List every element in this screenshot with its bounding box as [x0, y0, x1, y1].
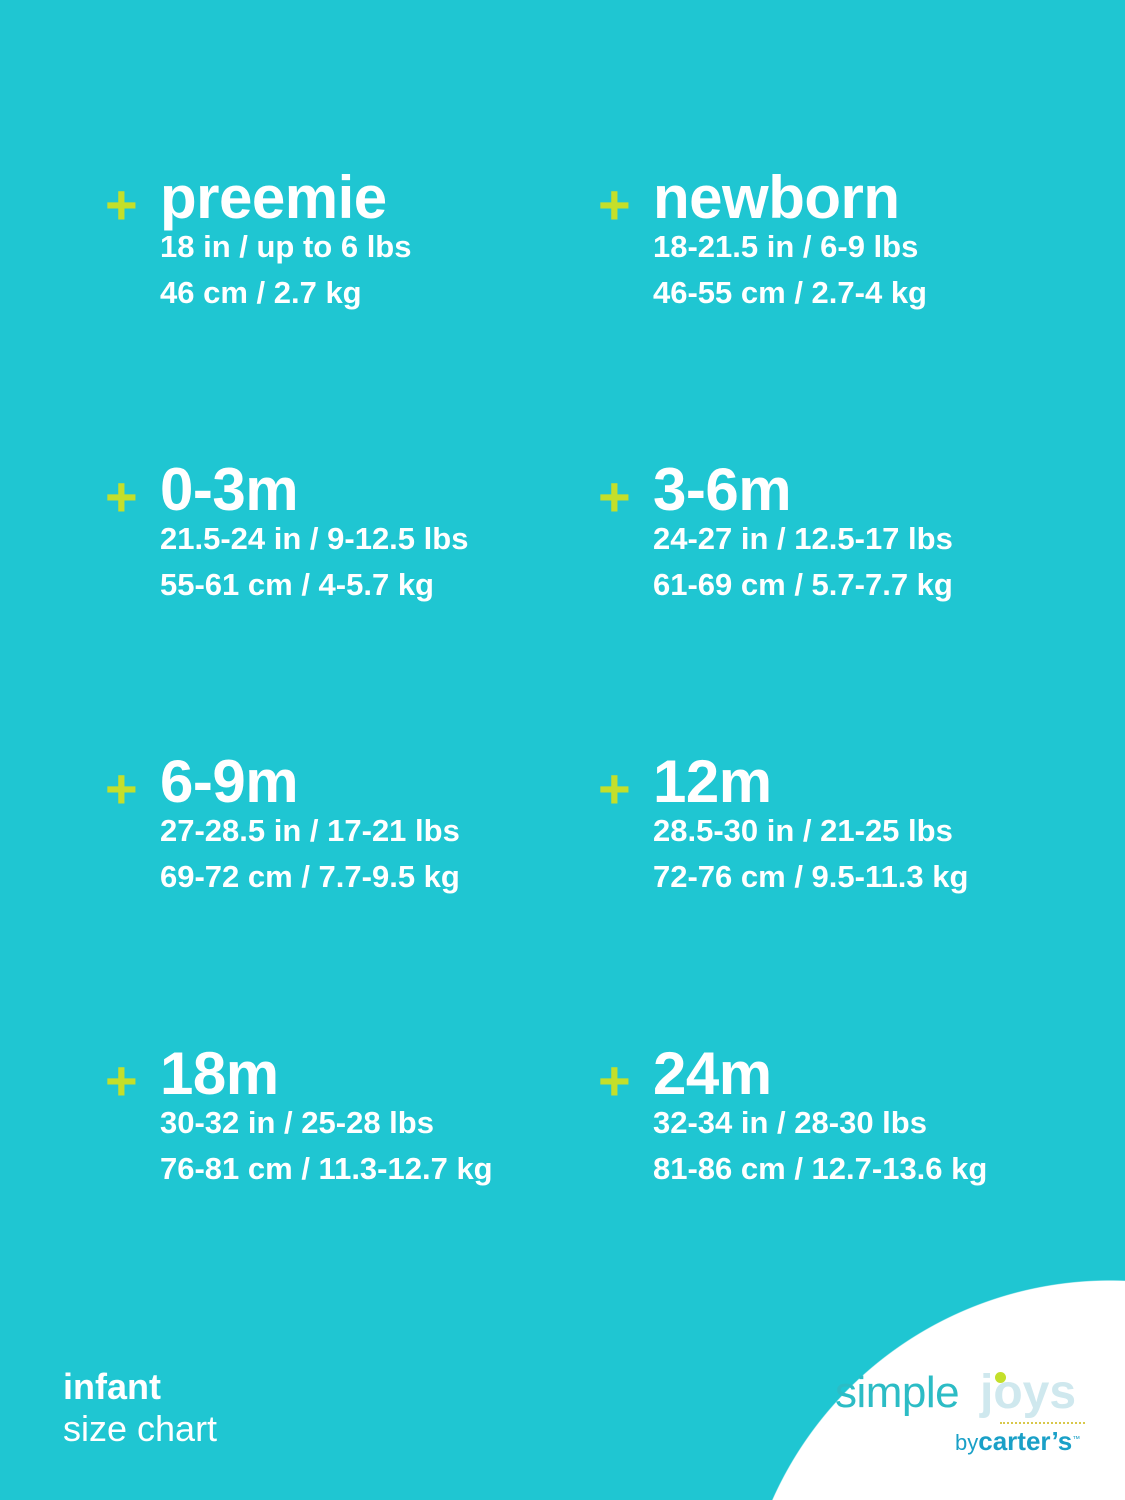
caption-infant: infant [63, 1366, 161, 1407]
size-name: 3-6m [653, 456, 792, 523]
size-name: 12m [653, 748, 772, 815]
size-imperial: 18-21.5 in / 6-9 lbs [653, 229, 919, 264]
plus-icon: + [598, 757, 631, 820]
logo-by-carters: bycarter’s™ [955, 1426, 1080, 1457]
logo-simple: simple [835, 1368, 960, 1417]
logo-dot-icon [995, 1372, 1006, 1383]
size-metric: 69-72 cm / 7.7-9.5 kg [160, 859, 460, 894]
size-imperial: 32-34 in / 28-30 lbs [653, 1105, 927, 1140]
size-name: 24m [653, 1040, 772, 1107]
size-name: 18m [160, 1040, 279, 1107]
size-imperial: 30-32 in / 25-28 lbs [160, 1105, 434, 1140]
size-metric: 76-81 cm / 11.3-12.7 kg [160, 1151, 493, 1186]
plus-icon: + [105, 465, 138, 528]
size-imperial: 27-28.5 in / 17-21 lbs [160, 813, 460, 848]
plus-icon: + [598, 173, 631, 236]
plus-icon: + [598, 465, 631, 528]
logo-circle [740, 1280, 1125, 1500]
size-name: preemie [160, 164, 387, 231]
size-imperial: 18 in / up to 6 lbs [160, 229, 412, 264]
logo-by: by [955, 1430, 979, 1455]
size-name: newborn [653, 164, 900, 231]
size-metric: 81-86 cm / 12.7-13.6 kg [653, 1151, 988, 1186]
size-name: 6-9m [160, 748, 299, 815]
chart-caption: infant size chart [63, 1366, 217, 1450]
plus-icon: + [598, 1049, 631, 1112]
size-imperial: 28.5-30 in / 21-25 lbs [653, 813, 953, 848]
size-metric: 55-61 cm / 4-5.7 kg [160, 567, 434, 602]
plus-icon: + [105, 1049, 138, 1112]
size-metric: 61-69 cm / 5.7-7.7 kg [653, 567, 953, 602]
logo-joys: joys [980, 1366, 1077, 1419]
logo-brand: carter’s [978, 1426, 1073, 1456]
simple-joys-logo: simple joys bycarter’s™ [835, 1366, 1095, 1468]
logo-dotted-line [1000, 1422, 1085, 1424]
size-name: 0-3m [160, 456, 299, 523]
logo-tm: ™ [1072, 1434, 1081, 1444]
size-metric: 46-55 cm / 2.7-4 kg [653, 275, 927, 310]
size-imperial: 21.5-24 in / 9-12.5 lbs [160, 521, 469, 556]
size-imperial: 24-27 in / 12.5-17 lbs [653, 521, 953, 556]
caption-size-chart: size chart [63, 1408, 218, 1449]
size-metric: 46 cm / 2.7 kg [160, 275, 362, 310]
size-metric: 72-76 cm / 9.5-11.3 kg [653, 859, 969, 894]
plus-icon: + [105, 757, 138, 820]
plus-icon: + [105, 173, 138, 236]
